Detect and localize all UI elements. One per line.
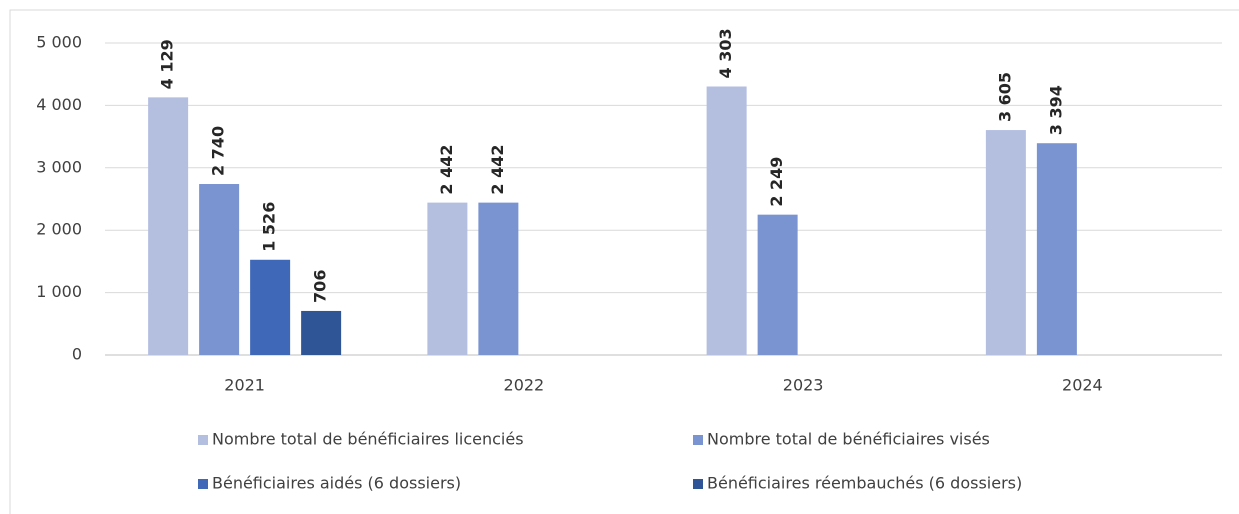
y-tick-label: 4 000 xyxy=(36,95,82,114)
bar xyxy=(250,259,291,355)
bar xyxy=(985,130,1026,355)
data-label: 1 526 xyxy=(260,202,279,252)
data-label: 3 605 xyxy=(995,72,1014,122)
data-label: 2 442 xyxy=(437,145,456,195)
bar xyxy=(199,184,240,355)
data-label: 2 249 xyxy=(767,157,786,207)
bar xyxy=(706,86,747,355)
y-tick-label: 5 000 xyxy=(36,33,82,52)
legend-label: Bénéficiaires réembauchés (6 dossiers) xyxy=(707,474,1022,493)
x-tick-label: 2023 xyxy=(783,376,824,395)
legend-swatch xyxy=(693,479,703,489)
bar xyxy=(478,202,519,355)
bar xyxy=(301,310,342,355)
x-tick-label: 2024 xyxy=(1062,376,1103,395)
data-label: 4 303 xyxy=(716,28,735,78)
data-label: 4 129 xyxy=(158,39,177,89)
data-label: 2 740 xyxy=(209,126,228,176)
y-tick-label: 1 000 xyxy=(36,282,82,301)
chart-border xyxy=(9,9,1239,514)
data-label: 706 xyxy=(311,270,330,303)
legend-swatch xyxy=(198,479,208,489)
bar xyxy=(1036,143,1077,355)
bar xyxy=(757,214,798,355)
legend-label: Bénéficiaires aidés (6 dossiers) xyxy=(212,474,461,493)
y-tick-label: 3 000 xyxy=(36,157,82,176)
bar xyxy=(427,202,468,355)
legend-label: Nombre total de bénéficiaires licenciés xyxy=(212,430,524,449)
y-tick-label: 0 xyxy=(72,345,82,364)
x-tick-label: 2021 xyxy=(224,376,265,395)
legend-label: Nombre total de bénéficiaires visés xyxy=(707,430,990,449)
legend-swatch xyxy=(693,435,703,445)
bar xyxy=(148,97,189,355)
y-tick-label: 2 000 xyxy=(36,220,82,239)
legend-swatch xyxy=(198,435,208,445)
x-tick-label: 2022 xyxy=(504,376,545,395)
data-label: 3 394 xyxy=(1046,85,1065,135)
data-label: 2 442 xyxy=(488,145,507,195)
